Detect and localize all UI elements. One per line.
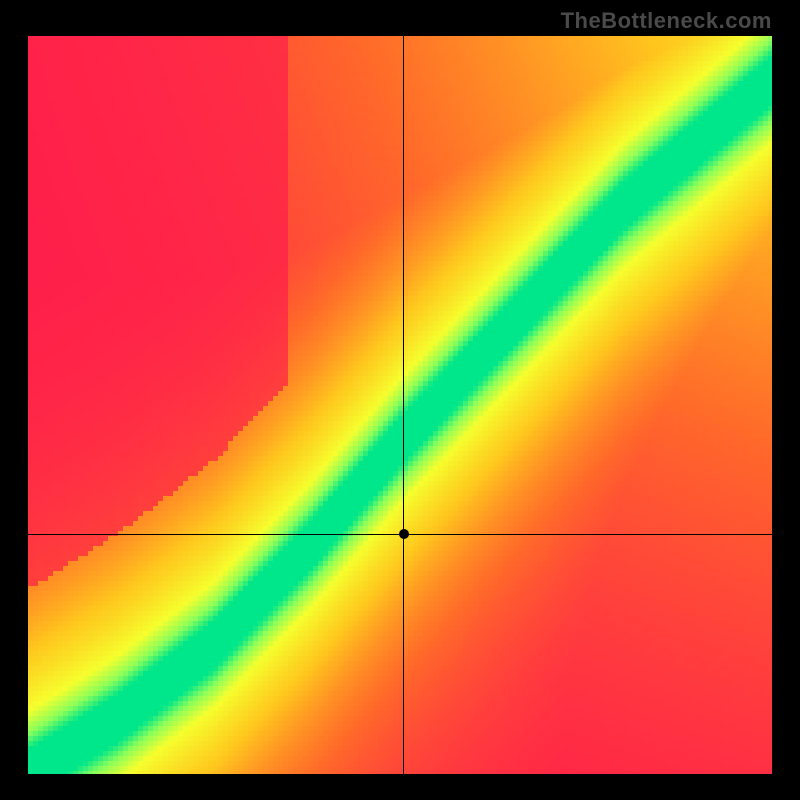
heatmap-canvas xyxy=(28,36,772,774)
heatmap-plot-area xyxy=(28,36,772,774)
selection-marker-dot xyxy=(399,529,409,539)
watermark-text: TheBottleneck.com xyxy=(561,8,772,34)
crosshair-vertical xyxy=(403,36,404,774)
